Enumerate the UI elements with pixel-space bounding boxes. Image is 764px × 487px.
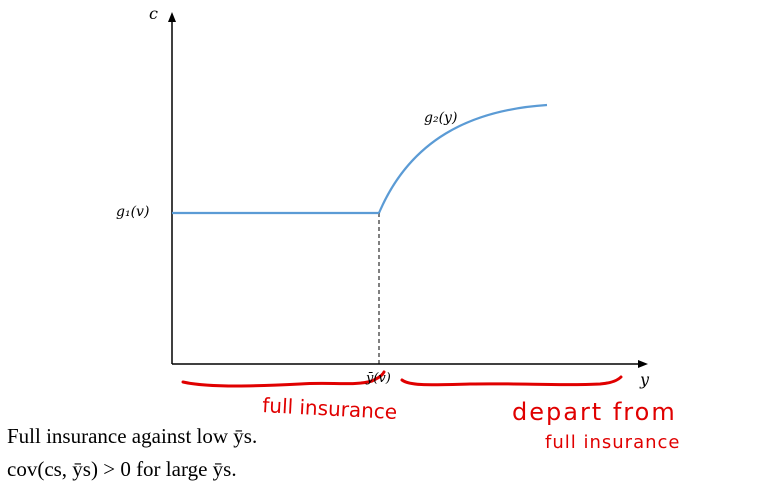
y-axis-arrow xyxy=(168,12,176,22)
depart-brace xyxy=(400,375,623,387)
g2-label: g₂(y) xyxy=(424,110,458,126)
x-axis-label: y xyxy=(640,370,650,389)
caption-line-2: cov(cs, ȳs) > 0 for large ȳs. xyxy=(7,457,237,481)
caption-line-1: Full insurance against low ȳs. xyxy=(7,424,258,448)
g2-curve xyxy=(377,103,548,214)
annotation-depart-from: depart from xyxy=(512,398,677,426)
full-insurance-brace xyxy=(181,370,386,388)
annotation-full-insurance: full insurance xyxy=(262,393,398,424)
y-axis-label: c xyxy=(149,4,158,23)
x-axis-arrow xyxy=(638,360,648,368)
g1-label: g₁(v) xyxy=(116,204,150,220)
annotation-full-insurance-2: full insurance xyxy=(545,432,680,453)
ybar-label: ȳ(v) xyxy=(366,371,391,386)
